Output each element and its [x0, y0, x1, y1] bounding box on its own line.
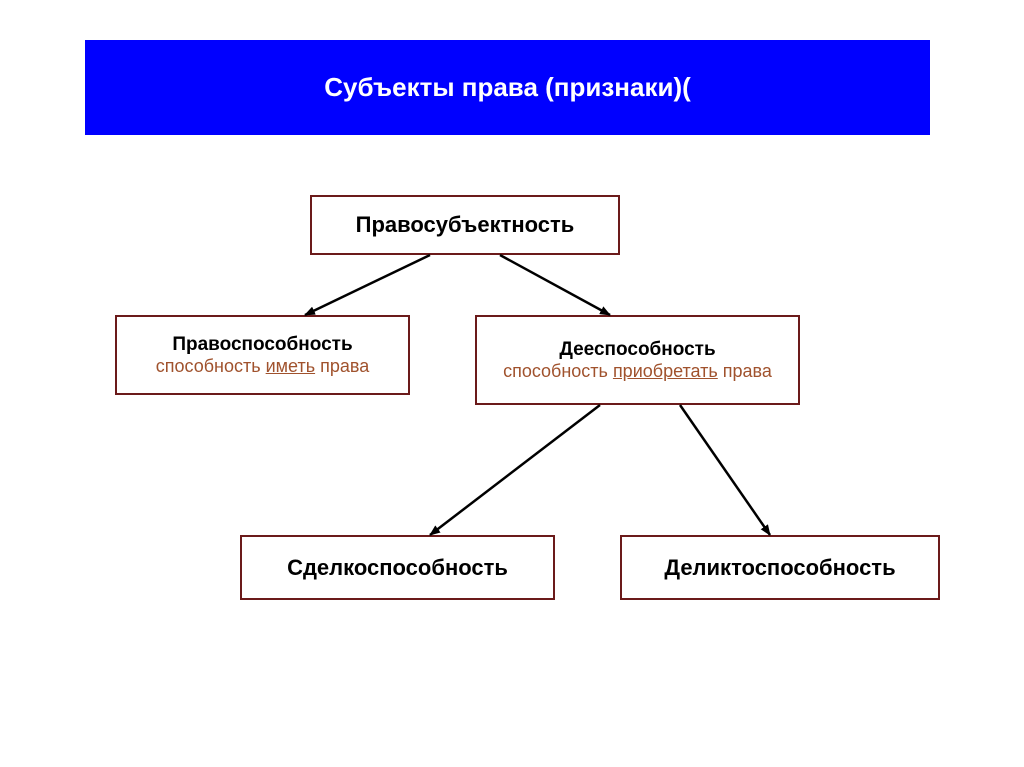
box-child-right: Деликтоспособность [620, 535, 940, 600]
box-child-left: Сделкоспособность [240, 535, 555, 600]
title-text: Субъекты права (признаки)( [324, 72, 691, 103]
arrow [305, 255, 430, 315]
box-child-right-title: Деликтоспособность [664, 555, 895, 581]
box-child-left-title: Сделкоспособность [287, 555, 508, 581]
box-root: Правосубъектность [310, 195, 620, 255]
box-right: Дееспособность способность приобретать п… [475, 315, 800, 405]
box-left-title: Правоспособность [172, 334, 352, 356]
box-root-title: Правосубъектность [356, 212, 575, 238]
box-left-sub-prefix: способность [156, 356, 266, 376]
box-left: Правоспособность способность иметь права [115, 315, 410, 395]
arrow [500, 255, 610, 315]
arrow [430, 405, 600, 535]
box-left-sub: способность иметь права [156, 356, 369, 377]
title-bar: Субъекты права (признаки)( [85, 40, 930, 135]
box-left-sub-underlined: иметь [266, 356, 315, 376]
box-right-sub-underlined: приобретать [613, 361, 718, 381]
arrow [680, 405, 770, 535]
box-right-sub-suffix: права [718, 361, 772, 381]
box-right-title: Дееспособность [559, 339, 715, 361]
box-right-sub: способность приобретать права [503, 361, 772, 382]
box-right-sub-prefix: способность [503, 361, 613, 381]
box-left-sub-suffix: права [315, 356, 369, 376]
